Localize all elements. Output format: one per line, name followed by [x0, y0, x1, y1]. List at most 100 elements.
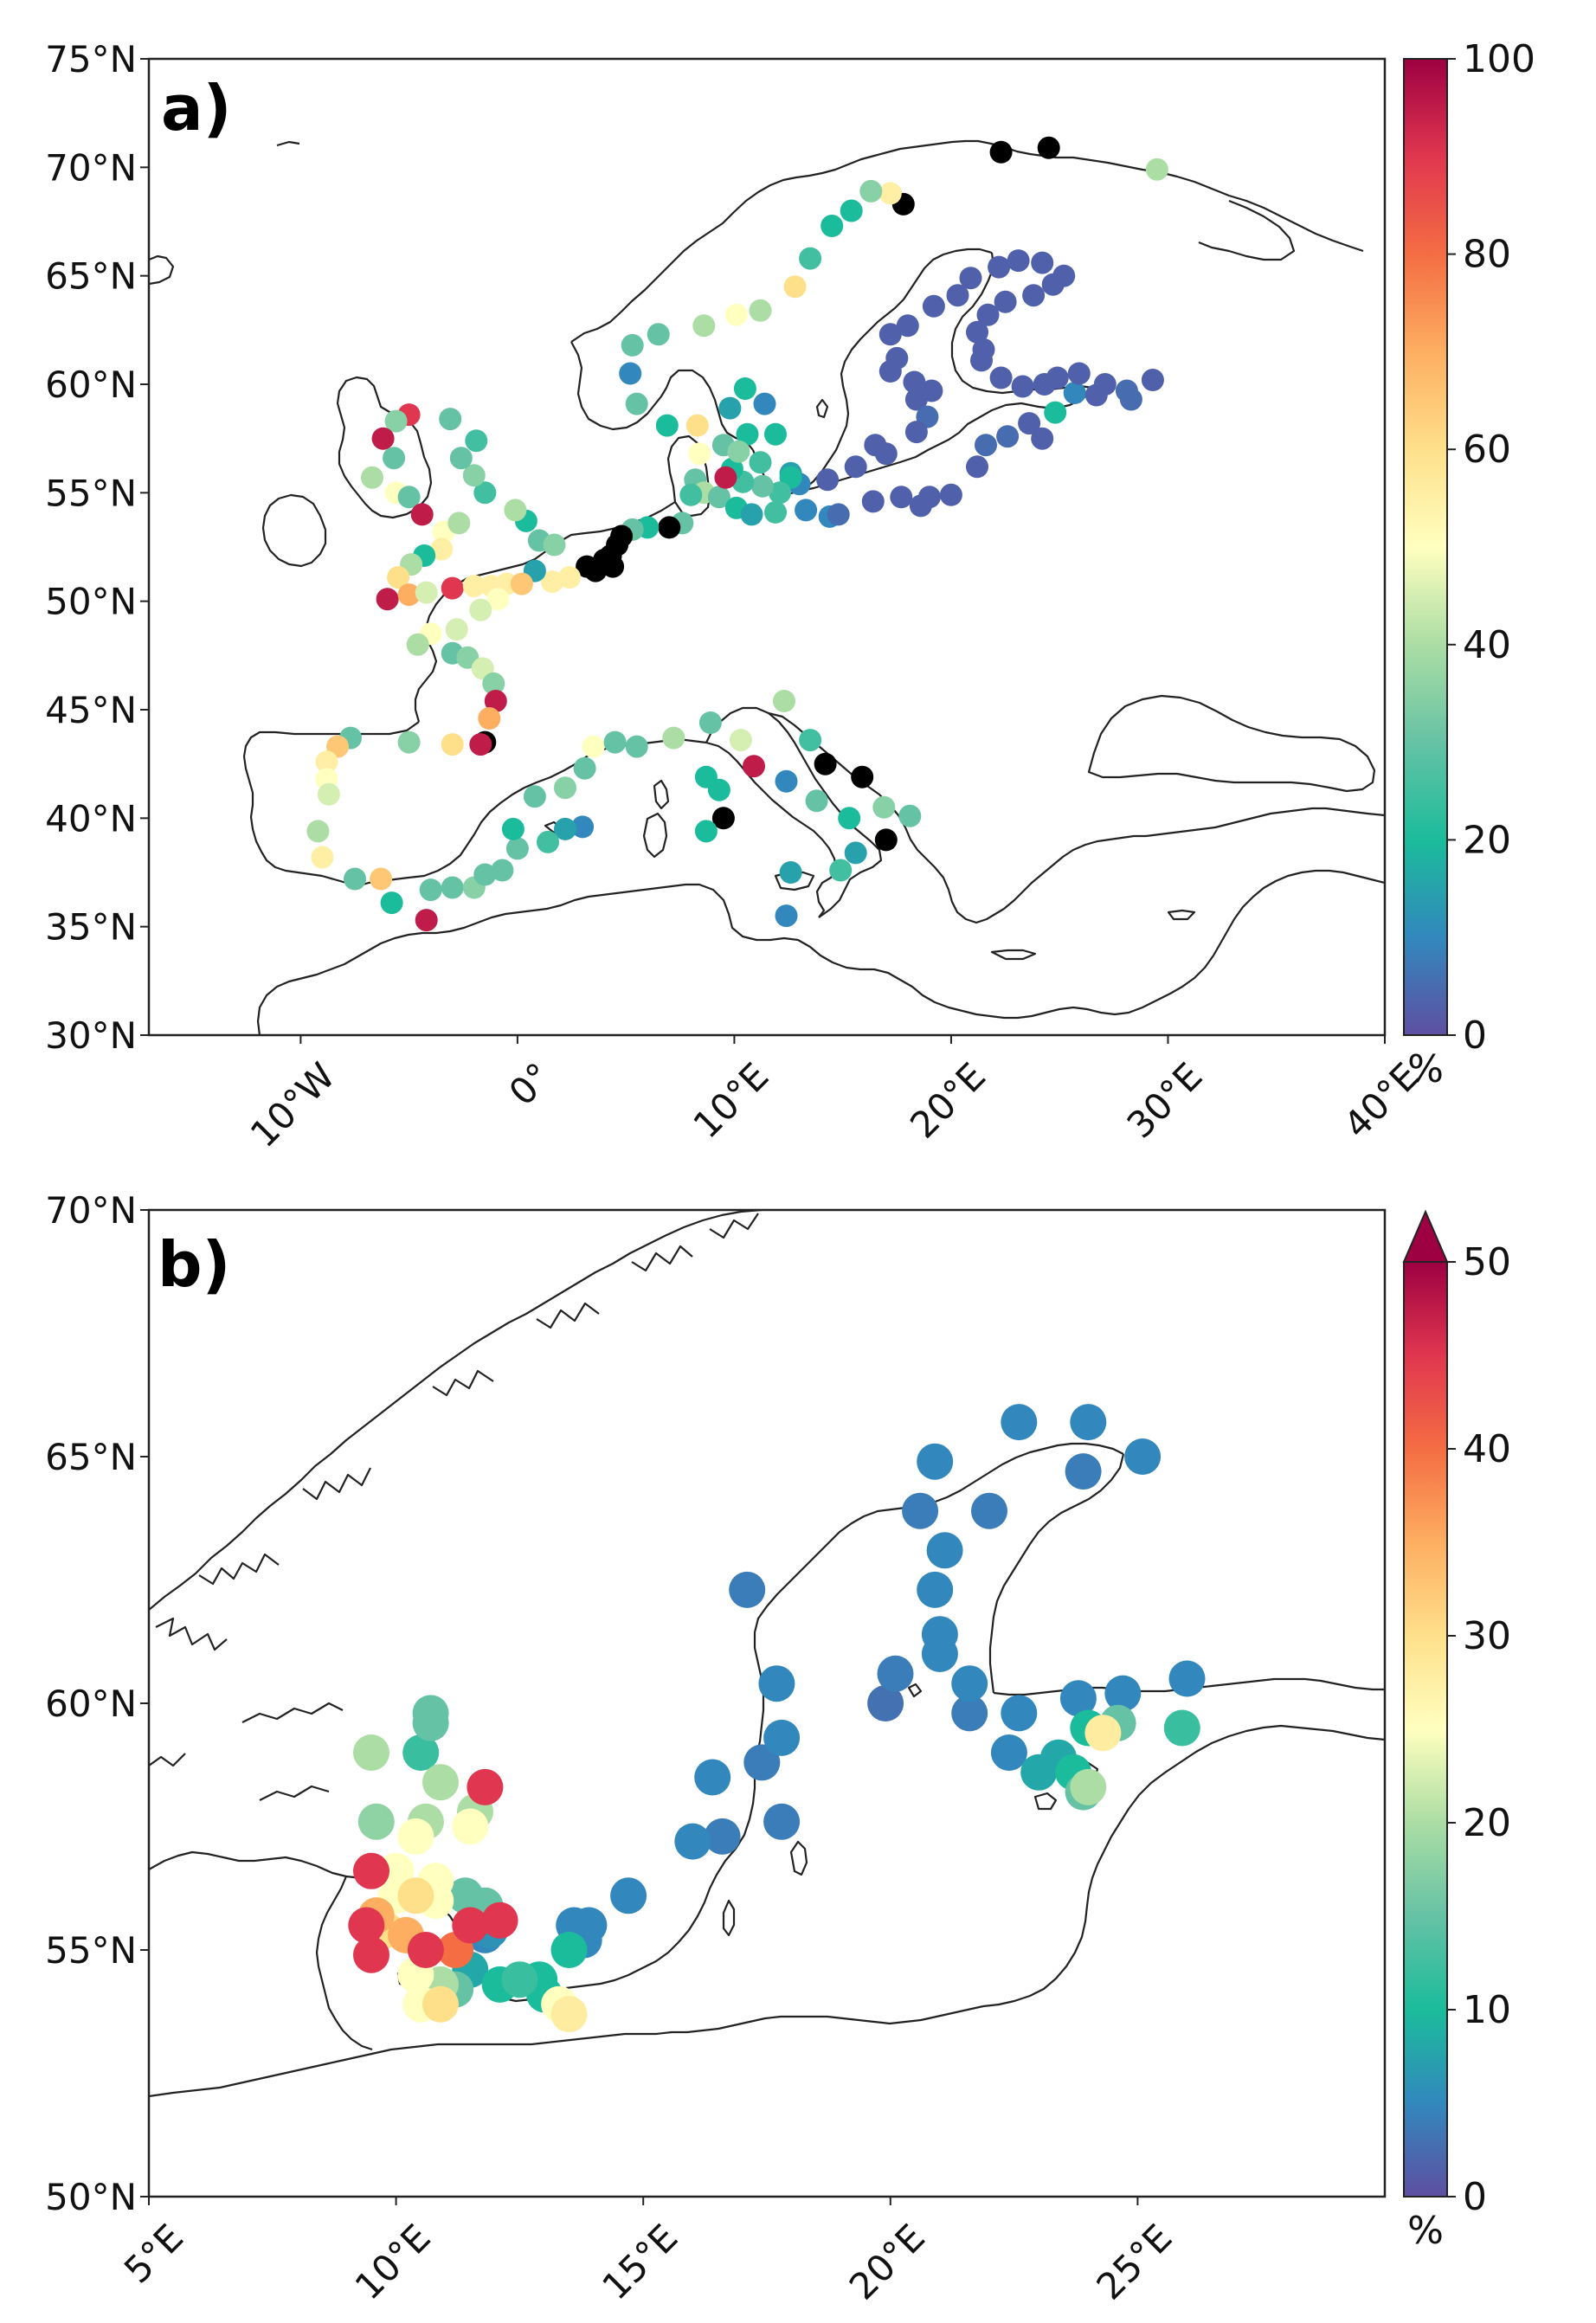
station-point [376, 588, 399, 611]
lat-tick-label: 55°N [45, 1929, 137, 1972]
station-point [1104, 1675, 1142, 1712]
station-point [763, 1803, 801, 1840]
station-point [878, 360, 902, 383]
station-point [989, 140, 1013, 164]
station-point [317, 782, 340, 806]
station-point [733, 377, 756, 400]
station-point [510, 572, 533, 595]
station-point [1001, 1695, 1038, 1732]
lat-tick-label: 50°N [45, 2176, 137, 2218]
station-point [501, 1961, 538, 1998]
lon-tick-label: 20°E [902, 1054, 994, 1146]
station-point [353, 1852, 389, 1889]
station-point [537, 830, 559, 853]
station-point [1037, 136, 1060, 159]
station-point [743, 1744, 781, 1781]
station-point [1163, 1709, 1200, 1747]
station-point [698, 711, 722, 734]
station-point [1018, 412, 1041, 435]
station-point [816, 468, 840, 492]
station-point [412, 1695, 449, 1732]
station-point [674, 1823, 711, 1860]
station-point [315, 750, 338, 774]
station-point [704, 1818, 741, 1855]
colorbar-tick-label: 40 [1463, 1427, 1511, 1471]
station-point [619, 362, 642, 385]
station-point [724, 303, 748, 326]
station-point [662, 726, 685, 750]
station-point [872, 795, 896, 819]
panel-b-coastlines [149, 1210, 1385, 2098]
panel-a-axes: 30°N 35°N 40°N 45°N 50°N 55°N 60°N 65°N 70°N 75°N… [45, 38, 1427, 1155]
station-point [764, 500, 787, 524]
station-point [523, 785, 546, 808]
station-point [799, 247, 822, 270]
station-point [348, 1907, 385, 1944]
station-point [1011, 375, 1034, 398]
station-point [543, 533, 566, 557]
station-point [904, 421, 928, 444]
station-point [1022, 284, 1046, 307]
station-point [501, 817, 524, 840]
station-point [844, 455, 867, 479]
station-point [902, 1492, 939, 1529]
station-point [550, 1932, 588, 1968]
station-point [729, 1571, 766, 1608]
station-point [462, 464, 486, 487]
station-point [473, 863, 497, 886]
colorbar-b-unit: % [1407, 2209, 1444, 2253]
station-point [990, 1734, 1027, 1771]
station-point [805, 789, 828, 813]
station-point [415, 909, 438, 932]
station-point [1033, 373, 1056, 396]
station-point [946, 284, 969, 307]
station-point [749, 451, 772, 474]
station-point [383, 447, 406, 470]
station-point [430, 537, 454, 561]
station-point [951, 1695, 988, 1732]
station-point [447, 1877, 484, 1914]
station-point [1067, 362, 1091, 385]
station-point [407, 1932, 444, 1968]
station-point [397, 1877, 434, 1914]
station-point [380, 891, 403, 915]
lon-tick-label: 20°E [841, 2216, 933, 2307]
station-point [573, 756, 596, 780]
station-point [603, 730, 627, 754]
lat-tick-label: 70°N [45, 1189, 137, 1232]
colorbar-tick-label: 30 [1463, 1614, 1511, 1658]
station-point [422, 1985, 459, 2023]
station-point [1168, 1660, 1206, 1697]
station-point [419, 878, 442, 902]
station-point [410, 503, 434, 526]
station-point [344, 867, 366, 891]
station-point [922, 294, 945, 318]
lon-tick-label: 0° [501, 1054, 560, 1113]
station-point [740, 503, 763, 526]
station-point [473, 481, 497, 505]
station-point [482, 672, 505, 695]
station-point [764, 422, 787, 446]
station-point [1059, 1680, 1097, 1717]
station-point [465, 429, 488, 453]
station-point [452, 1808, 489, 1845]
lon-tick-label: 15°E [594, 2216, 685, 2307]
station-point [711, 807, 735, 830]
lon-tick-label: 25°E [1088, 2216, 1180, 2307]
station-point [951, 1665, 988, 1702]
station-point [491, 859, 514, 882]
lon-tick-label: 10°E [685, 1054, 776, 1146]
station-point [707, 486, 730, 509]
station-point [406, 633, 429, 656]
colorbar-b-extend-arrow [1402, 1209, 1449, 1263]
station-point [504, 499, 527, 522]
lat-tick-label: 65°N [45, 255, 137, 298]
station-point [829, 859, 853, 882]
lon-tick-label: 5°E [116, 2216, 191, 2291]
station-point [775, 904, 798, 928]
station-point [1052, 264, 1076, 287]
station-point [311, 846, 334, 869]
station-point [779, 861, 802, 884]
lon-tick-label: 10°W [242, 1054, 344, 1155]
station-point [921, 1636, 958, 1672]
